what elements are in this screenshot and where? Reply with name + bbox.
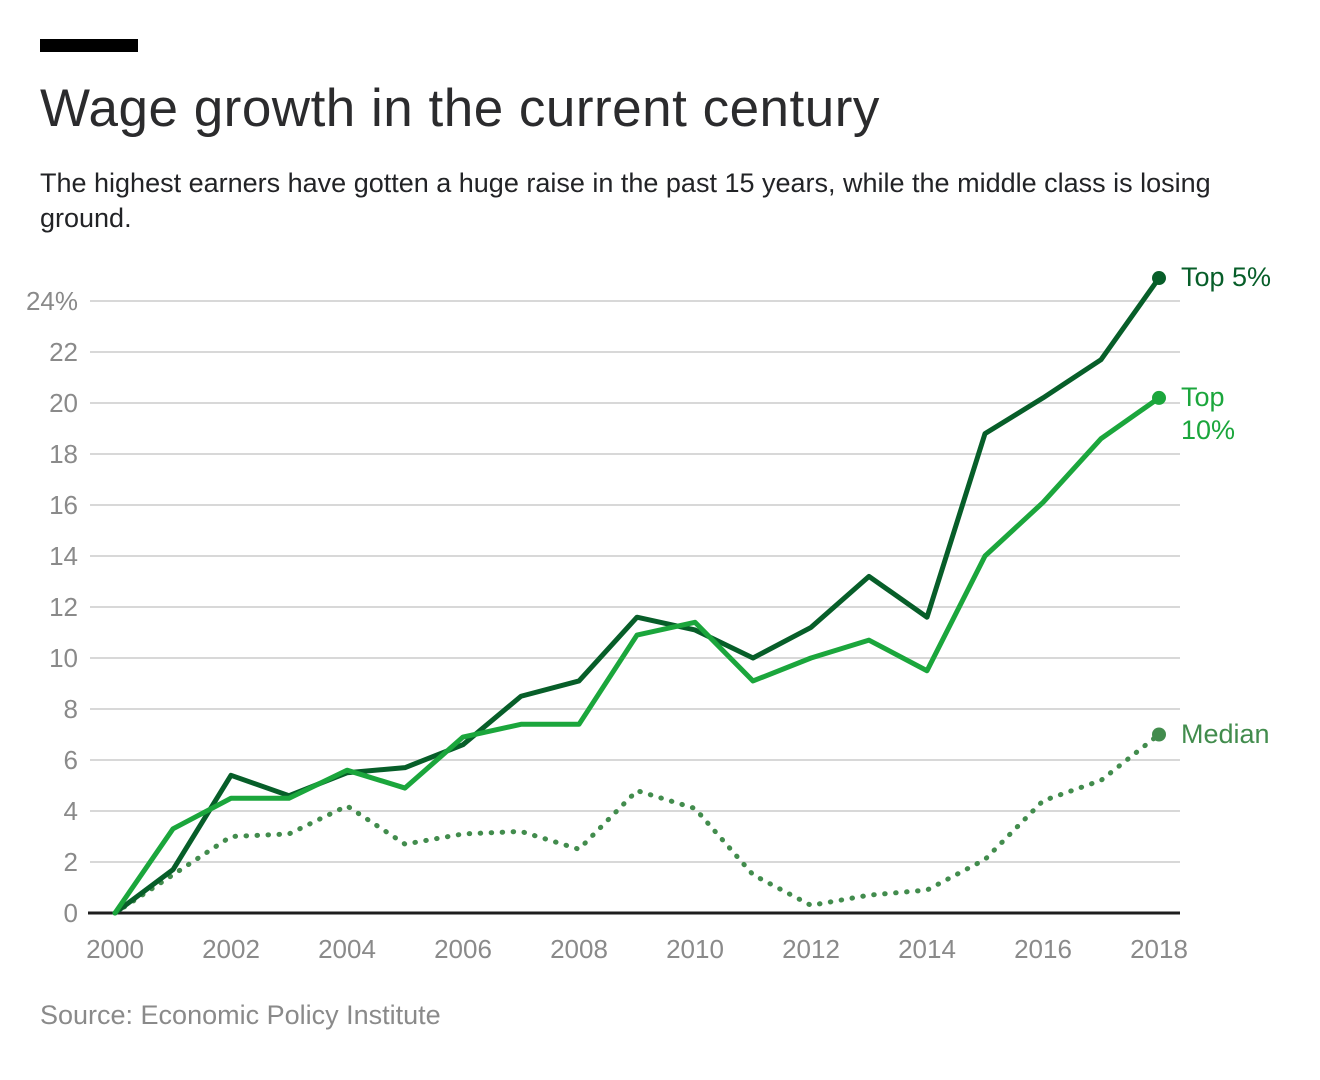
series-line-top-10: [112, 395, 1162, 916]
y-tick-label-6: 6: [64, 745, 78, 775]
y-tick-label-14: 14: [49, 541, 78, 571]
x-tick-label-2000: 2000: [86, 934, 144, 964]
x-tick-label-2010: 2010: [666, 934, 724, 964]
y-tick-label-2: 2: [64, 847, 78, 877]
x-tick-label-2016: 2016: [1014, 934, 1072, 964]
y-tick-label-24: 24%: [26, 286, 78, 316]
y-tick-label-12: 12: [49, 592, 78, 622]
series-end-label-median: Median: [1181, 718, 1270, 749]
chart-subtitle: The highest earners have gotten a huge r…: [40, 168, 1211, 233]
y-tick-label-22: 22: [49, 337, 78, 367]
y-tick-label-20: 20: [49, 388, 78, 418]
x-tick-label-2018: 2018: [1130, 934, 1188, 964]
y-tick-label-8: 8: [64, 694, 78, 724]
x-tick-label-2014: 2014: [898, 934, 956, 964]
x-tick-label-2008: 2008: [550, 934, 608, 964]
series-end-dot-top-10: [1152, 390, 1166, 405]
y-tick-label-10: 10: [49, 643, 78, 673]
wage-growth-chart: 0 2 4 6 8 10 12 14 16 18 20 22 24% 2000 2002 2004 2006 20…: [0, 255, 1320, 975]
x-tick-label-2004: 2004: [318, 934, 376, 964]
source-note: Source: Economic Policy Institute: [40, 1000, 441, 1030]
y-tick-label-16: 16: [49, 490, 78, 520]
brand-kicker-bar: [40, 39, 138, 52]
series-end-label-top-5: Top 5%: [1181, 262, 1272, 293]
y-tick-label-0: 0: [64, 898, 78, 928]
y-tick-label-4: 4: [64, 796, 78, 826]
series-end-dot-median: [1152, 727, 1166, 742]
x-tick-label-2006: 2006: [434, 934, 492, 964]
series-line-top-5: [112, 275, 1162, 916]
chart-title: Wage growth in the current century: [40, 79, 880, 138]
chart-canvas: 0 2 4 6 8 10 12 14 16 18 20 22 24% 2000 2002 2004 2006 20…: [26, 271, 1188, 964]
series-line-median: [112, 732, 1162, 916]
x-tick-label-2002: 2002: [202, 934, 260, 964]
series-end-label-top-10: Top 10%: [1181, 381, 1236, 445]
y-tick-label-18: 18: [49, 439, 78, 469]
x-tick-label-2012: 2012: [782, 934, 840, 964]
series-end-dot-top-5: [1152, 271, 1166, 286]
